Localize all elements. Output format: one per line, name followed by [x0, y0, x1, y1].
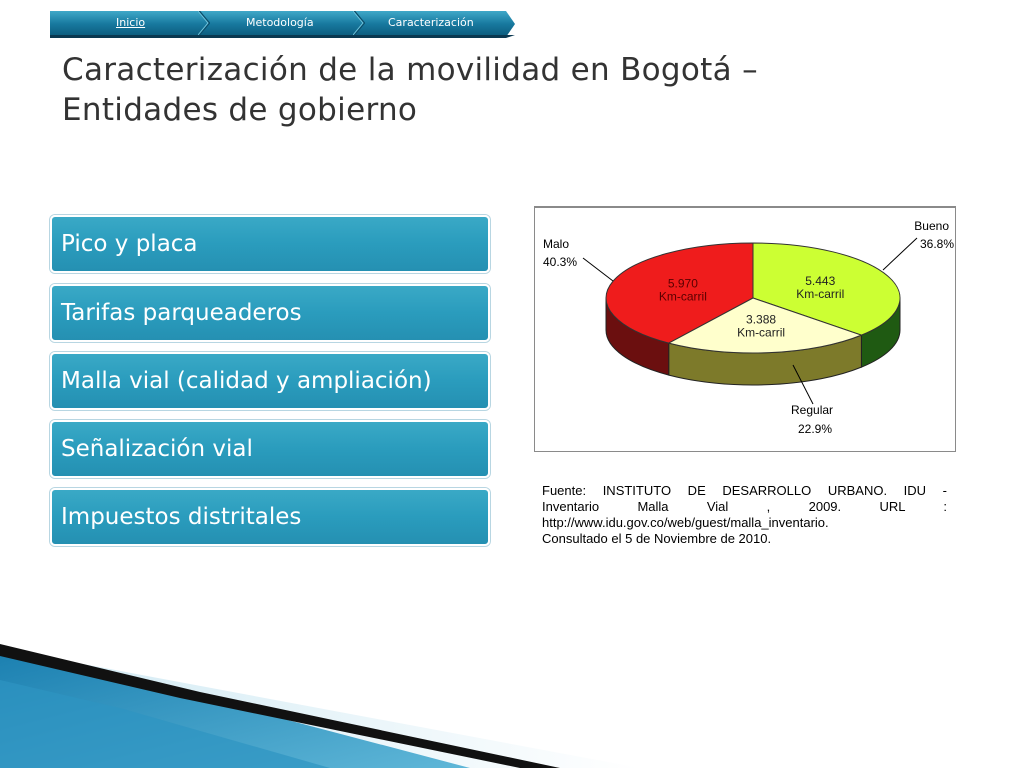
pie-chart: 5.970 Km-carril 5.443 Km-carril 3.388 Km-carr…	[534, 206, 956, 452]
nav-inicio-link[interactable]: Inicio	[116, 16, 146, 29]
pie-category-label: Bueno	[914, 219, 949, 233]
pie-unit-label: Km-carril	[796, 287, 844, 301]
pie-category-label: Malo	[543, 237, 569, 251]
pie-category-label: Regular	[791, 403, 833, 417]
pie-leader-line	[792, 364, 814, 405]
pie-percent-label: 36.8%	[920, 237, 954, 251]
pie-slice-regular	[667, 297, 863, 354]
pie-percent-label: 40.3%	[543, 255, 577, 269]
nav-metodologia-link[interactable]: Metodología	[246, 16, 314, 29]
pie-value-label: 5.443	[805, 274, 835, 288]
source-citation: Fuente: INSTITUTO DE DESARROLLO URBANO. …	[542, 483, 947, 547]
pie-unit-label: Km-carril	[659, 290, 707, 304]
pie-value-label: 3.388	[746, 312, 776, 326]
pie-slice-malo	[605, 242, 754, 344]
page-title-line1: Caracterización de la movilidad en Bogot…	[62, 52, 758, 88]
nav-caracterizacion-link[interactable]: Caracterización	[388, 16, 474, 29]
pie-value-label: 5.970	[668, 277, 698, 291]
topic-item-pico-y-placa[interactable]: Pico y placa	[50, 215, 490, 273]
topic-item-senalizacion-vial[interactable]: Señalización vial	[50, 420, 490, 478]
topic-item-tarifas-parqueaderos[interactable]: Tarifas parqueaderos	[50, 284, 490, 342]
breadcrumb-separator-icon	[198, 11, 210, 35]
source-line: Inventario Malla Vial , 2009. URL :	[542, 499, 947, 514]
page-title: Caracterización de la movilidad en Bogot…	[62, 50, 882, 130]
pie-leader-line	[882, 237, 918, 271]
topic-item-malla-vial[interactable]: Malla vial (calidad y ampliación)	[50, 352, 490, 410]
topic-item-impuestos-distritales[interactable]: Impuestos distritales	[50, 488, 490, 546]
pie-percent-label: 22.9%	[798, 422, 832, 436]
breadcrumb-separator-icon	[353, 11, 365, 35]
decorative-swoosh	[0, 644, 640, 768]
pie-chart-canvas: 5.970Km-carril5.443Km-carril3.388Km-carr…	[543, 219, 954, 436]
source-line: http://www.idu.gov.co/web/guest/malla_in…	[542, 515, 829, 530]
pie-slice-bueno	[752, 242, 901, 336]
source-line: Consultado el 5 de Noviembre de 2010.	[542, 531, 772, 546]
pie-leader-line	[582, 257, 614, 282]
page-title-line2: Entidades de gobierno	[62, 92, 418, 128]
pie-unit-label: Km-carril	[737, 325, 785, 339]
source-line: Fuente: INSTITUTO DE DESARROLLO URBANO. …	[542, 483, 947, 498]
breadcrumb-nav: Inicio Metodología Caracterización	[50, 11, 520, 38]
breadcrumb-shadow	[50, 35, 515, 38]
